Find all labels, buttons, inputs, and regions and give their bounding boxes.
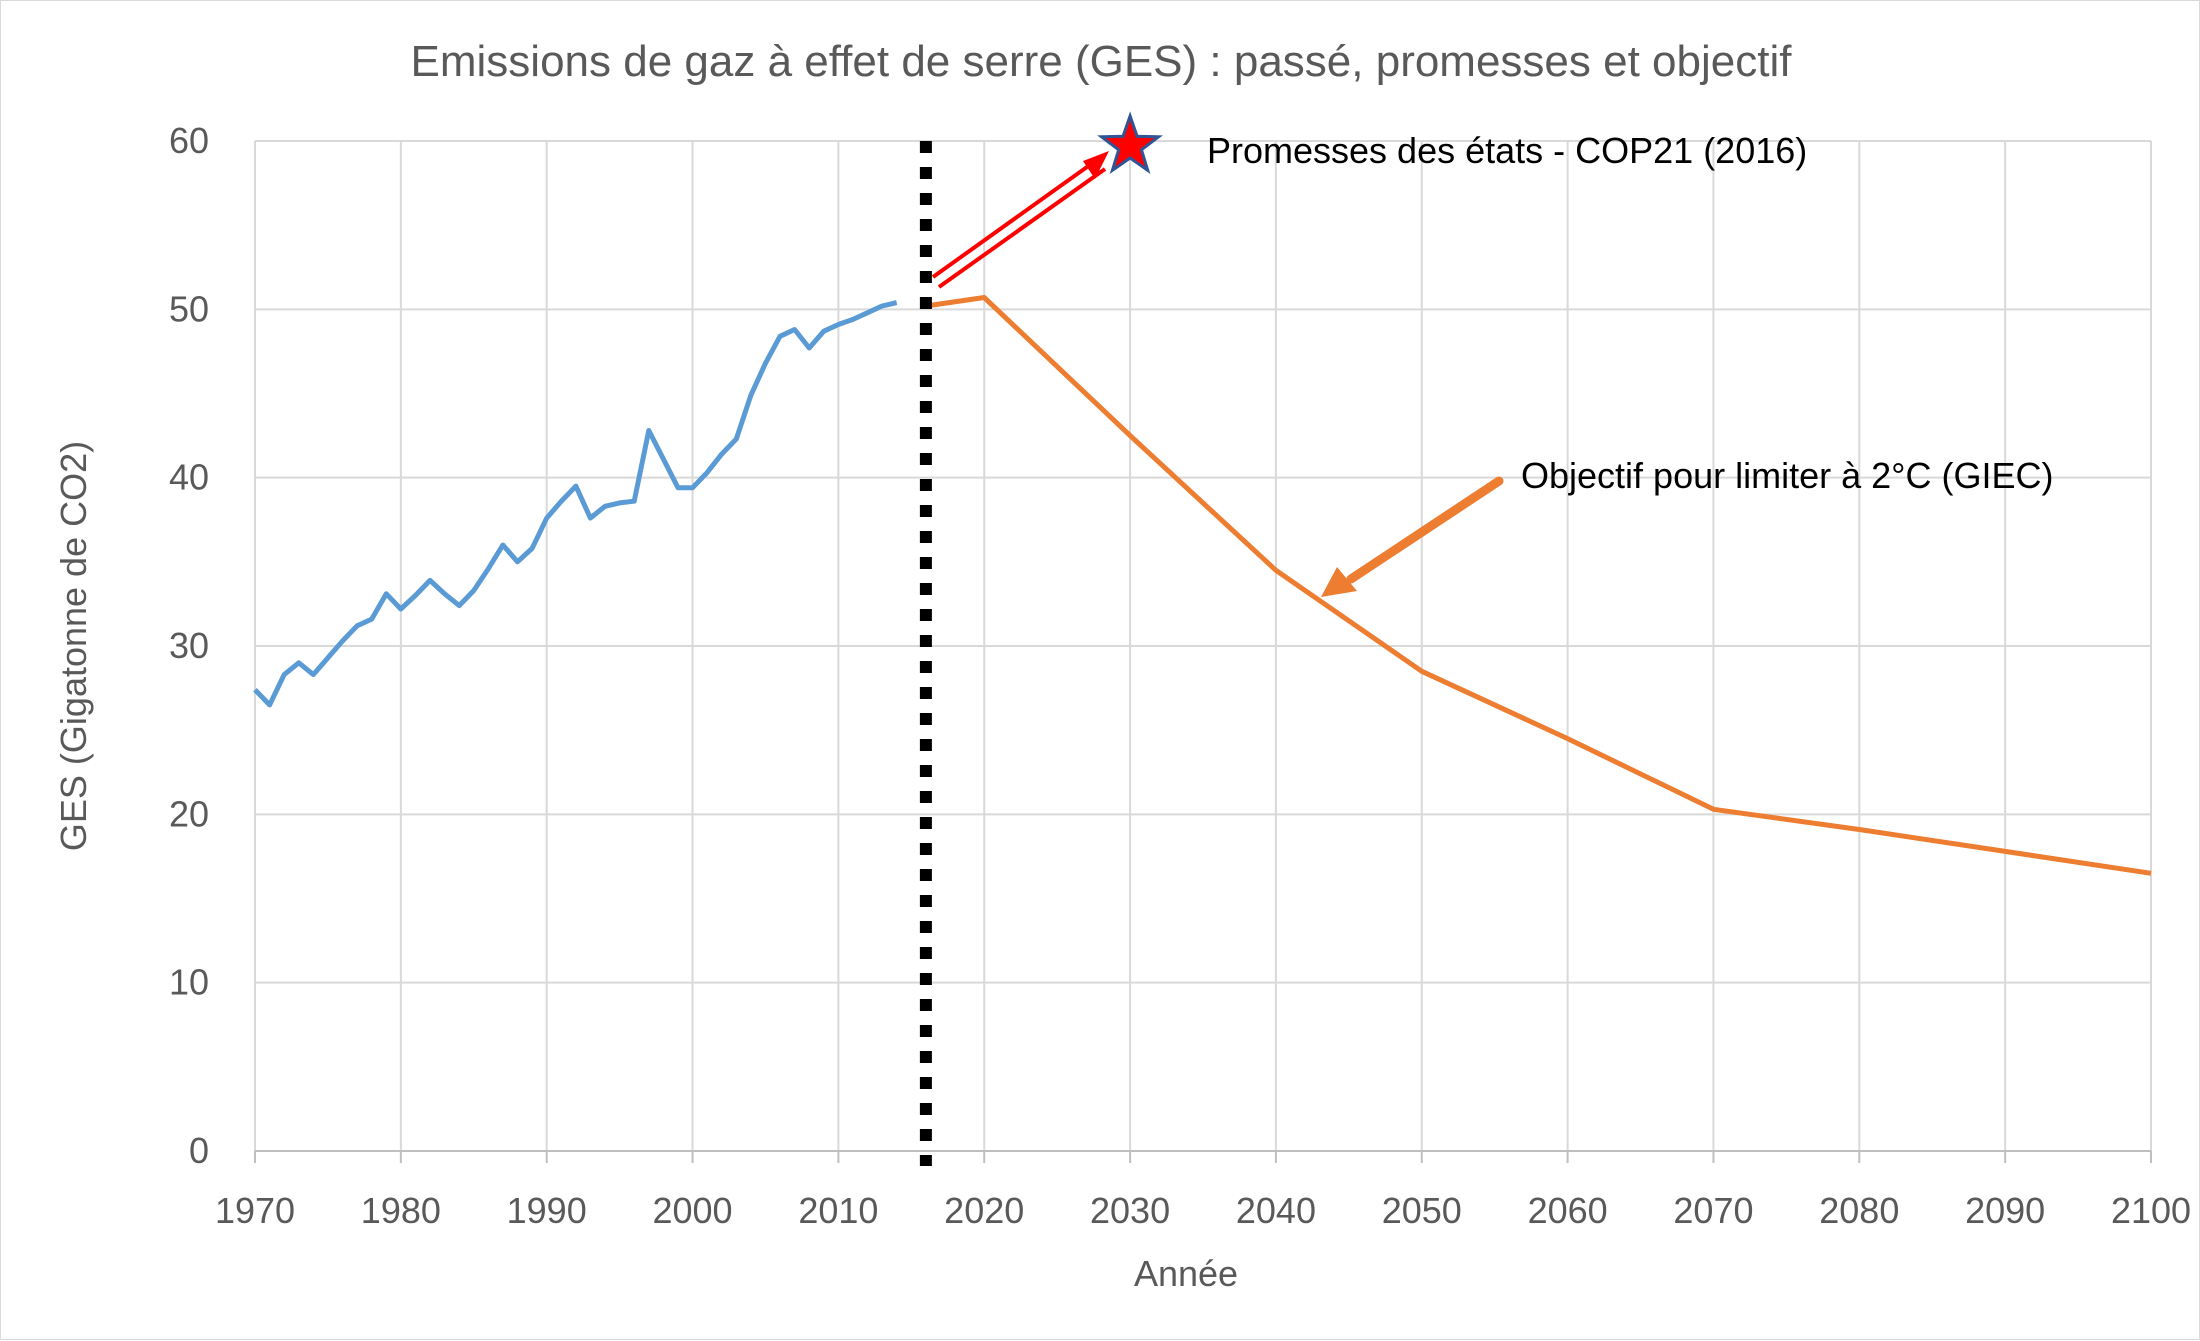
y-tick-label: 50 bbox=[169, 288, 209, 329]
y-tick-label: 60 bbox=[169, 120, 209, 161]
chart-title: Emissions de gaz à effet de serre (GES) … bbox=[411, 37, 1793, 86]
x-tick-label: 2050 bbox=[1382, 1190, 1462, 1231]
grid bbox=[254, 140, 2152, 1163]
annotation-cop21: Promesses des états - COP21 (2016) bbox=[1207, 130, 1807, 171]
series-line-historical bbox=[253, 300, 898, 708]
annotation-giec: Objectif pour limiter à 2°C (GIEC) bbox=[1521, 455, 2054, 496]
x-tick-label: 1970 bbox=[215, 1190, 295, 1231]
x-tick-label: 2040 bbox=[1236, 1190, 1316, 1231]
x-tick-label: 2000 bbox=[652, 1190, 732, 1231]
y-axis-ticks: 0 10 20 30 40 50 60 bbox=[169, 120, 209, 1171]
x-tick-label: 1980 bbox=[361, 1190, 441, 1231]
x-tick-label: 2030 bbox=[1090, 1190, 1170, 1231]
x-tick-label: 2010 bbox=[798, 1190, 878, 1231]
objective-arrow bbox=[1321, 476, 1504, 597]
x-tick-label: 2020 bbox=[944, 1190, 1024, 1231]
x-tick-label: 2090 bbox=[1965, 1190, 2045, 1231]
promise-star bbox=[1097, 111, 1163, 175]
promise-arrow bbox=[931, 151, 1109, 289]
x-tick-label: 2100 bbox=[2111, 1190, 2191, 1231]
y-tick-label: 0 bbox=[189, 1130, 209, 1171]
series-line-objective bbox=[925, 295, 2152, 876]
y-tick-label: 30 bbox=[169, 625, 209, 666]
x-tick-label: 2080 bbox=[1819, 1190, 1899, 1231]
star-icon bbox=[1097, 111, 1163, 175]
x-tick-label: 2070 bbox=[1673, 1190, 1753, 1231]
x-axis-ticks: 1970 1980 1990 2000 2010 2020 2030 2040 2050 2060… bbox=[215, 1190, 2191, 1231]
x-tick-label: 2060 bbox=[1528, 1190, 1608, 1231]
x-axis-label: Année bbox=[1134, 1253, 1238, 1294]
y-tick-label: 20 bbox=[169, 793, 209, 834]
y-tick-label: 10 bbox=[169, 962, 209, 1003]
y-tick-label: 40 bbox=[169, 457, 209, 498]
x-tick-label: 1990 bbox=[507, 1190, 587, 1231]
series-lines bbox=[253, 295, 2152, 876]
y-axis-label: GES (Gigatonne de CO2) bbox=[53, 441, 94, 851]
